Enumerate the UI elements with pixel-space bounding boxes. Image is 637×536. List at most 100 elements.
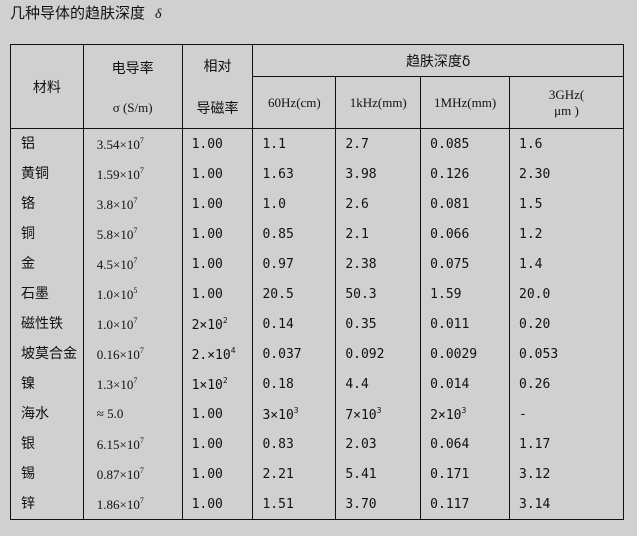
cell-value: 2.1 — [345, 226, 369, 242]
cell-exponent: 7 — [139, 495, 144, 505]
d1m-cell: 0.085 — [420, 128, 511, 159]
cell-value: 20.0 — [519, 286, 551, 302]
cell-value: 6.15×10 — [96, 436, 140, 452]
header-permeability-line1: 相对 — [203, 58, 232, 75]
material-cell: 坡莫合金 — [10, 339, 84, 369]
material-cell: 银 — [10, 429, 84, 459]
cell-value: 0.081 — [430, 196, 470, 212]
cell-value: ≈ 5.0 — [96, 406, 124, 421]
mu-cell: 2×102 — [181, 309, 254, 339]
material-cell: 磁性铁 — [10, 309, 84, 339]
d3g-cell: 3.14 — [509, 489, 624, 520]
d60-cell: 0.97 — [252, 249, 337, 279]
cell-value: 1×10 — [191, 377, 223, 393]
cell-value: 3×10 — [262, 407, 294, 423]
cell-value: 1.00 — [191, 226, 223, 242]
cell-value: 2.6 — [345, 196, 369, 212]
d3g-cell: 0.053 — [509, 339, 624, 369]
material-cell: 锌 — [10, 489, 84, 520]
cell-value: - — [519, 406, 527, 422]
table-row: 磁性铁 1.0×107 2×102 0.14 0.35 0.011 0.20 — [10, 309, 624, 339]
d3g-cell: 1.4 — [509, 249, 624, 279]
cell-value: 1.00 — [191, 436, 223, 452]
header-conductivity-line2: σ (S/m) — [112, 99, 153, 115]
cell-value: 1.00 — [191, 466, 223, 482]
cell-exponent: 7 — [139, 165, 144, 175]
cell-value: 3.54×10 — [96, 136, 140, 152]
cell-value: 1.6 — [519, 136, 543, 152]
d1k-cell: 0.092 — [335, 339, 422, 369]
header-conductivity-line1: 电导率 — [111, 60, 154, 77]
cell-value: 0.16×10 — [96, 346, 140, 362]
mu-cell: 1.00 — [181, 429, 254, 459]
table-row: 石墨 1.0×105 1.00 20.5 50.3 1.59 20.0 — [10, 279, 624, 309]
cell-value: 1.3×10 — [96, 376, 134, 392]
mu-cell: 1×102 — [181, 369, 254, 399]
cell-value: 2.03 — [345, 436, 377, 452]
cell-value: 4.5×10 — [96, 256, 134, 272]
d3g-cell: 1.17 — [509, 429, 624, 459]
d1m-cell: 0.066 — [420, 219, 511, 249]
cell-value: 0.066 — [430, 226, 470, 242]
d3g-cell: - — [509, 399, 624, 429]
cell-value: 1.59×10 — [96, 166, 140, 182]
d1k-cell: 5.41 — [335, 459, 422, 489]
table-row: 黄铜 1.59×107 1.00 1.63 3.98 0.126 2.30 — [10, 159, 624, 189]
mu-cell: 1.00 — [181, 159, 254, 189]
d1m-cell: 0.0029 — [420, 339, 511, 369]
cell-value: 1.0×10 — [96, 316, 134, 332]
d1m-cell: 0.081 — [420, 189, 511, 219]
cell-value: 2×10 — [191, 317, 223, 333]
d3g-cell: 1.6 — [509, 128, 624, 159]
cell-value: 1.17 — [519, 436, 551, 452]
cell-exponent: 7 — [133, 225, 138, 235]
cell-value: 0.037 — [262, 346, 302, 362]
d1m-cell: 0.117 — [420, 489, 511, 520]
cell-exponent: 3 — [376, 405, 382, 415]
cell-value: 0.075 — [430, 256, 470, 272]
d1m-cell: 0.014 — [420, 369, 511, 399]
mu-cell: 1.00 — [181, 279, 254, 309]
cell-value: 0.011 — [430, 316, 470, 332]
d60-cell: 2.21 — [252, 459, 337, 489]
cell-value: 0.97 — [262, 256, 294, 272]
header-permeability-line2: 导磁率 — [196, 100, 239, 117]
d1k-cell: 2.03 — [335, 429, 422, 459]
d1k-cell: 2.6 — [335, 189, 422, 219]
mu-cell: 1.00 — [181, 489, 254, 520]
d3g-cell: 3.12 — [509, 459, 624, 489]
sigma-cell: 1.86×107 — [82, 489, 183, 520]
d1m-cell: 1.59 — [420, 279, 511, 309]
cell-value: 1.0×10 — [96, 286, 134, 302]
table-row: 铝 3.54×107 1.00 1.1 2.7 0.085 1.6 — [10, 128, 624, 159]
material-cell: 铜 — [10, 219, 84, 249]
d1k-cell: 3.70 — [335, 489, 422, 520]
d1k-cell: 0.35 — [335, 309, 422, 339]
sigma-cell: 6.15×107 — [82, 429, 183, 459]
cell-value: 0.83 — [262, 436, 294, 452]
cell-exponent: 4 — [230, 345, 236, 355]
sigma-cell: 1.0×107 — [82, 309, 183, 339]
cell-value: 2.×10 — [191, 347, 231, 363]
cell-exponent: 7 — [133, 315, 138, 325]
sigma-cell: 1.0×105 — [82, 279, 183, 309]
sigma-cell: 0.87×107 — [82, 459, 183, 489]
cell-value: 3.8×10 — [96, 196, 134, 212]
sigma-cell: 1.3×107 — [82, 369, 183, 399]
cell-exponent: 7 — [133, 255, 138, 265]
table-row: 锡 0.87×107 1.00 2.21 5.41 0.171 3.12 — [10, 459, 624, 489]
d60-cell: 1.1 — [252, 128, 337, 159]
table-row: 铬 3.8×107 1.00 1.0 2.6 0.081 1.5 — [10, 189, 624, 219]
cell-exponent: 7 — [133, 195, 138, 205]
d1k-cell: 7×103 — [335, 399, 422, 429]
d60-cell: 20.5 — [252, 279, 337, 309]
d1k-cell: 2.1 — [335, 219, 422, 249]
d3g-cell: 0.26 — [509, 369, 624, 399]
sigma-cell: 4.5×107 — [82, 249, 183, 279]
cell-exponent: 5 — [133, 285, 138, 295]
d1k-cell: 4.4 — [335, 369, 422, 399]
cell-value: 1.00 — [191, 256, 223, 272]
sigma-cell: ≈ 5.0 — [82, 399, 183, 429]
cell-value: 0.0029 — [430, 346, 478, 362]
table-row: 镍 1.3×107 1×102 0.18 4.4 0.014 0.26 — [10, 369, 624, 399]
